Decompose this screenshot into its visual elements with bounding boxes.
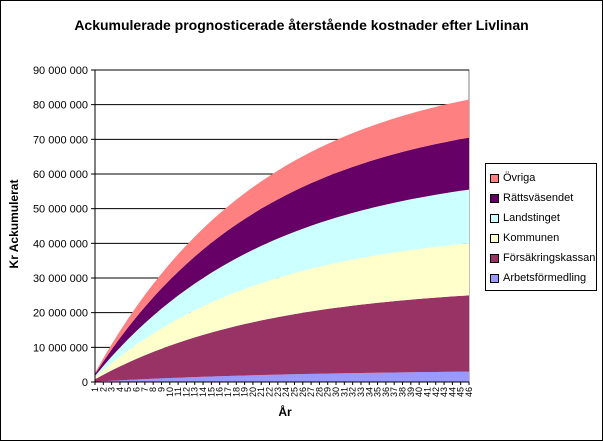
x-tick-label: 11 [173,387,183,396]
legend-item: Övriga [490,168,596,188]
x-tick-label: 45 [456,387,466,397]
y-tick-label: 0 [82,377,88,389]
axes [94,70,469,383]
x-tick-label: 14 [198,387,208,397]
chart-title: Ackumulerade prognosticerade återstående… [74,17,529,33]
x-tick-label: 9 [156,387,166,392]
x-tick-label: 10 [165,387,175,397]
legend-label: Arbetsförmedling [503,272,587,284]
y-tick-label: 50 000 000 [33,204,88,216]
x-tick-label: 37 [389,387,399,397]
x-tick-label: 30 [331,387,341,397]
x-tick-label: 29 [323,387,333,397]
legend-swatch [490,173,499,183]
x-tick-label: 22 [265,387,275,397]
y-tick-labels: 0 10 000 000 20 000 000 30 000 000 40 000 00… [33,65,95,389]
legend-item: Arbetsförmedling [490,268,596,288]
legend-item: Kommunen [490,228,596,248]
x-tick-label: 2 [98,387,108,392]
x-axis-label: År [278,405,292,419]
x-tick-label: 16 [215,387,225,397]
y-tick-label: 70 000 000 [33,134,88,146]
x-tick-label: 25 [289,387,299,397]
area-arbetsförmedling [95,371,469,382]
x-tick-label: 17 [223,387,233,397]
x-tick-label: 42 [431,387,441,397]
legend-swatch [490,233,499,243]
area-series [95,99,469,382]
y-tick-label: 10 000 000 [33,342,88,354]
area-försäkringskassan [95,295,469,382]
legend-label: Rättsväsendet [503,192,574,204]
legend-label: Försäkringskassan [503,252,596,264]
y-tick-label: 60 000 000 [33,169,88,181]
x-tick-label: 41 [422,387,432,397]
x-tick-label: 46 [464,387,474,397]
x-tick-label: 26 [298,387,308,397]
x-tick-label: 7 [140,387,150,392]
x-tick-label: 3 [107,387,117,392]
x-tick-label: 32 [348,387,358,397]
legend-swatch [490,273,499,283]
x-tick-label: 38 [398,387,408,397]
x-tick-label: 44 [447,387,457,397]
x-tick-label: 13 [190,387,200,397]
y-tick-label: 80 000 000 [33,100,88,112]
y-tick-label: 40 000 000 [33,238,88,250]
legend-swatch [490,213,499,223]
x-tick-label: 8 [148,387,158,392]
x-tick-label: 20 [248,387,258,397]
x-tick-label: 19 [240,387,250,397]
x-tick-label: 40 [414,387,424,397]
x-tick-label: 6 [132,387,142,392]
x-tick-label: 36 [381,387,391,397]
legend-swatch [490,253,499,263]
x-tick-label: 21 [256,387,266,397]
area-landstinget [95,189,469,378]
x-tick-label: 33 [356,387,366,397]
x-tick-label: 39 [406,387,416,397]
area-kommunen [95,243,469,380]
legend-label: Kommunen [503,232,560,244]
x-tick-label: 23 [273,387,283,397]
x-tick-label: 15 [206,387,216,397]
x-tick-label: 34 [364,387,374,397]
legend-label: Övriga [503,172,536,184]
legend: Övriga Rättsväsendet Landstinget Kommunen Fö… [485,163,597,291]
legend-item: Försäkringskassan [490,248,596,268]
x-tick-label: 4 [115,387,125,392]
x-tick-label: 1 [90,387,100,392]
x-tick-labels: 1234567891011121314151617181920212223242… [90,382,474,397]
x-tick-label: 35 [373,387,383,397]
y-tick-label: 90 000 000 [33,65,88,77]
legend-label: Landstinget [503,212,560,224]
legend-item: Rättsväsendet [490,188,596,208]
x-tick-label: 24 [281,387,291,397]
y-tick-label: 30 000 000 [33,273,88,285]
x-tick-label: 31 [339,387,349,397]
x-tick-label: 43 [439,387,449,397]
x-tick-label: 18 [231,387,241,397]
area-rättsväsendet [95,137,469,376]
x-tick-label: 5 [123,387,133,392]
x-tick-label: 12 [181,387,191,397]
legend-item: Landstinget [490,208,596,228]
x-tick-label: 28 [314,387,324,397]
y-tick-label: 20 000 000 [33,308,88,320]
legend-swatch [490,193,499,203]
x-tick-label: 27 [306,387,316,397]
area-övriga [95,99,469,375]
